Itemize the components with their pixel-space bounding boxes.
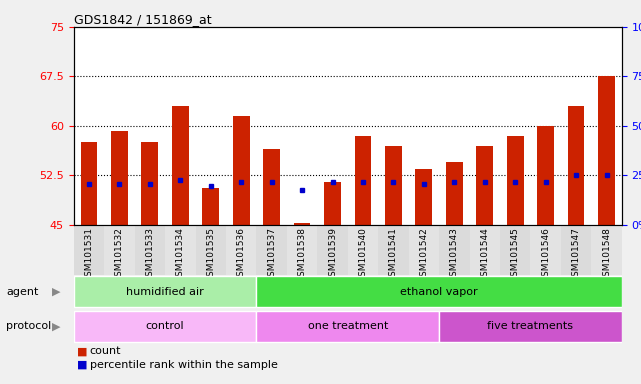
Bar [81,142,97,225]
Text: GSM101538: GSM101538 [297,227,306,282]
Text: GSM101546: GSM101546 [541,227,550,282]
Text: GSM101536: GSM101536 [237,227,246,282]
Text: GSM101541: GSM101541 [389,227,398,282]
Bar [439,225,469,275]
Text: GSM101535: GSM101535 [206,227,215,282]
Bar [354,136,371,225]
Text: GSM101545: GSM101545 [511,227,520,282]
Text: ■: ■ [77,360,87,370]
Text: ▶: ▶ [52,321,61,331]
Bar [104,225,135,275]
Bar [294,223,310,225]
Bar [203,189,219,225]
Bar [317,225,347,275]
Text: one treatment: one treatment [308,321,388,331]
Bar [256,225,287,275]
Bar [74,311,256,342]
Text: GSM101543: GSM101543 [450,227,459,282]
Text: GSM101532: GSM101532 [115,227,124,282]
Bar [415,169,432,225]
Bar [507,136,524,225]
Text: ethanol vapor: ethanol vapor [400,287,478,297]
Bar [324,182,341,225]
Text: GSM101547: GSM101547 [572,227,581,282]
Bar [226,225,256,275]
Bar [74,276,256,307]
Bar [378,225,409,275]
Bar [476,146,493,225]
Bar [530,225,561,275]
Text: GSM101537: GSM101537 [267,227,276,282]
Text: percentile rank within the sample: percentile rank within the sample [90,360,278,370]
Text: GSM101544: GSM101544 [480,227,489,282]
Bar [347,225,378,275]
Bar [287,225,317,275]
Text: ■: ■ [77,346,87,356]
Text: GSM101539: GSM101539 [328,227,337,282]
Bar [135,225,165,275]
Bar [561,225,591,275]
Bar [446,162,463,225]
Text: protocol: protocol [6,321,52,331]
Bar [409,225,439,275]
Bar [469,225,500,275]
Text: control: control [146,321,185,331]
Bar [263,149,280,225]
Bar [256,276,622,307]
Bar [165,225,196,275]
Bar [500,225,530,275]
Text: humidified air: humidified air [126,287,204,297]
Bar [568,106,585,225]
Text: GSM101540: GSM101540 [358,227,367,282]
Text: ▶: ▶ [52,287,61,297]
Text: GSM101542: GSM101542 [419,227,428,282]
Text: GSM101548: GSM101548 [602,227,611,282]
Text: GDS1842 / 151869_at: GDS1842 / 151869_at [74,13,212,26]
Bar [196,225,226,275]
Text: GSM101533: GSM101533 [146,227,154,282]
Text: count: count [90,346,121,356]
Bar [385,146,402,225]
Bar [598,76,615,225]
Bar [439,311,622,342]
Bar [256,311,439,342]
Text: five treatments: five treatments [487,321,574,331]
Text: agent: agent [6,287,39,297]
Bar [142,142,158,225]
Bar [111,131,128,225]
Bar [74,225,104,275]
Text: GSM101531: GSM101531 [85,227,94,282]
Bar [233,116,249,225]
Bar [537,126,554,225]
Bar [591,225,622,275]
Text: GSM101534: GSM101534 [176,227,185,282]
Bar [172,106,188,225]
